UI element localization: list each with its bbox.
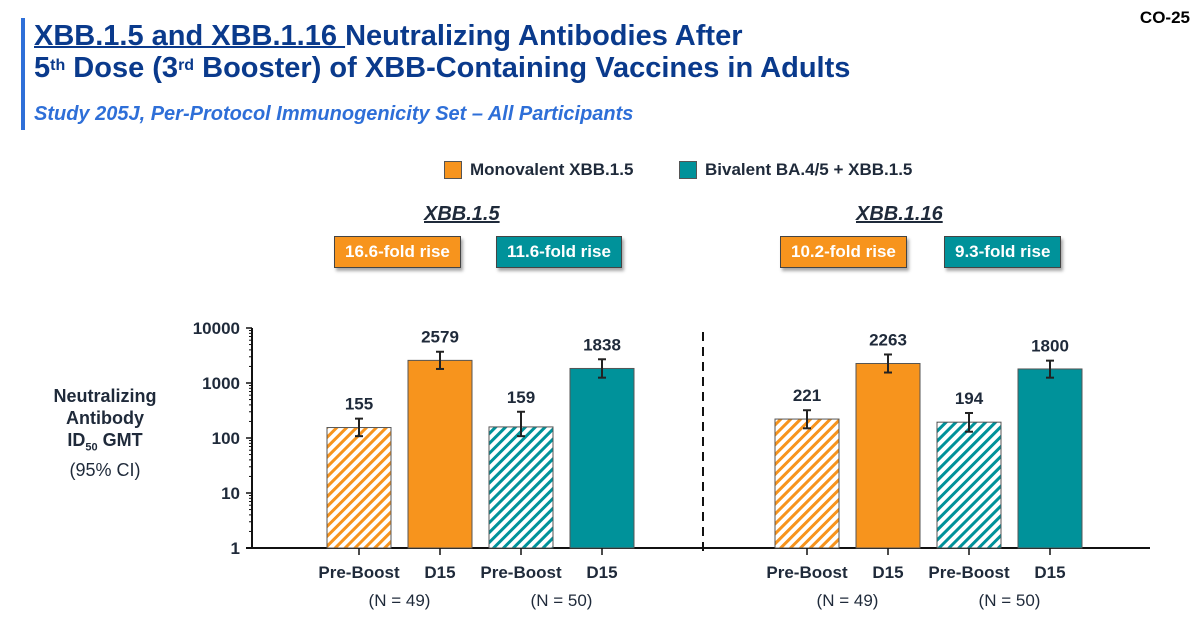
fold-rise-badge: 9.3-fold rise [944, 236, 1062, 268]
slide-number: CO-25 [1139, 8, 1190, 27]
title-sup-rd: rd [178, 57, 195, 74]
x-tick-label: Pre-Boost [766, 563, 848, 582]
title-accent-bar [21, 18, 25, 130]
legend-item-bivalent: Bivalent BA.4/5 + XBB.1.5 [679, 160, 912, 180]
plot-area: 1 10 100 1000 10000 155 Pre-Boost 2579 D15 159 Pre… [193, 319, 1150, 610]
data-label: 1800 [1031, 337, 1069, 356]
fold-rise-badge: 16.6-fold rise [334, 236, 461, 268]
title-line2-a: 5 [34, 52, 51, 84]
y-axis-title-line1: Neutralizing [53, 386, 157, 406]
title-line2-c: Booster) of XBB-Containing Vaccines in A… [194, 52, 851, 84]
y-axis-title: Neutralizing Antibody ID50 GMT (95% CI) [30, 385, 180, 481]
bar [1017, 368, 1083, 549]
legend-label-monovalent: Monovalent XBB.1.5 [470, 160, 634, 179]
y-axis-title-sub: 50 [85, 441, 98, 454]
bar [326, 427, 392, 549]
bar [855, 362, 921, 549]
y-tick-label: 1000 [202, 374, 240, 393]
y-tick-label: 10 [221, 484, 240, 503]
y-tick-label: 100 [212, 429, 240, 448]
bar [488, 426, 554, 549]
title-sup-th: th [50, 57, 66, 74]
data-label: 194 [955, 389, 984, 408]
bar [407, 359, 473, 549]
legend-swatch-bivalent [679, 161, 697, 179]
data-label: 159 [507, 388, 535, 407]
y-tick-label: 10000 [193, 319, 240, 338]
sample-size-label: (N = 49) [817, 591, 879, 610]
sample-size-label: (N = 50) [979, 591, 1041, 610]
title-line1-rest: Neutralizing Antibodies After [345, 20, 743, 52]
sample-size-label: (N = 50) [531, 591, 593, 610]
data-label: 2579 [421, 328, 459, 347]
legend-swatch-monovalent [444, 161, 462, 179]
data-label: 2263 [869, 330, 907, 349]
fold-rise-badge: 11.6-fold rise [496, 236, 622, 268]
subtitle: Study 205J, Per-Protocol Immunogenicity … [34, 103, 634, 125]
bar [936, 421, 1002, 549]
x-tick-label: Pre-Boost [318, 563, 400, 582]
y-axis-title-line2: Antibody [66, 408, 144, 428]
page-title: XBB.1.5 and XBB.1.16 Neutralizing Antibo… [34, 20, 850, 84]
x-tick-label: Pre-Boost [480, 563, 562, 582]
title-variants: XBB.1.5 and XBB.1.16 [34, 20, 346, 52]
y-axis-title-gmt: GMT [97, 430, 143, 450]
legend-item-monovalent: Monovalent XBB.1.5 [444, 160, 633, 180]
x-tick-label: D15 [872, 563, 903, 582]
title-line2-b: Dose (3 [65, 52, 179, 84]
fold-rise-badge: 10.2-fold rise [780, 236, 907, 268]
bar [774, 418, 840, 549]
group-title-xbb116: XBB.1.16 [856, 203, 943, 225]
y-tick-label: 1 [231, 539, 240, 558]
sample-size-label: (N = 49) [369, 591, 431, 610]
y-axis-title-id: ID [67, 430, 86, 450]
data-label: 155 [345, 395, 373, 414]
group-title-xbb15: XBB.1.5 [424, 203, 500, 225]
bar [569, 367, 635, 549]
legend-label-bivalent: Bivalent BA.4/5 + XBB.1.5 [705, 160, 913, 179]
x-tick-label: D15 [424, 563, 455, 582]
data-label: 221 [793, 386, 821, 405]
y-axis-title-ci: (95% CI) [69, 459, 141, 480]
x-tick-label: D15 [586, 563, 617, 582]
x-tick-label: D15 [1034, 563, 1065, 582]
data-label: 1838 [583, 335, 621, 354]
x-tick-label: Pre-Boost [928, 563, 1010, 582]
